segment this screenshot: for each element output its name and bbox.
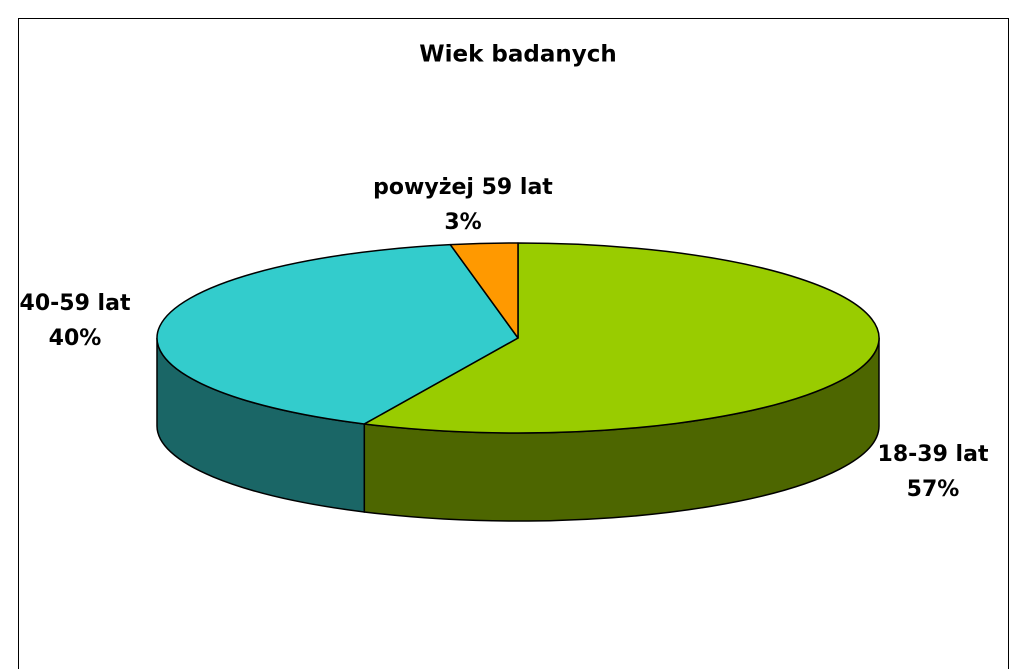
pie <box>156 242 880 522</box>
chart-title: Wiek badanych <box>419 42 617 68</box>
slice-label: 18-39 lat <box>878 442 989 467</box>
chart-border <box>18 18 1009 669</box>
slice-value-label: 40% <box>49 326 102 351</box>
slice-value-label: 3% <box>444 210 481 235</box>
slice <box>156 243 519 425</box>
slice-label: 40-59 lat <box>20 291 131 316</box>
slice <box>449 242 519 339</box>
slice-value-label: 57% <box>907 477 960 502</box>
slice-label: powyżej 59 lat <box>373 175 553 200</box>
slice <box>363 242 880 434</box>
